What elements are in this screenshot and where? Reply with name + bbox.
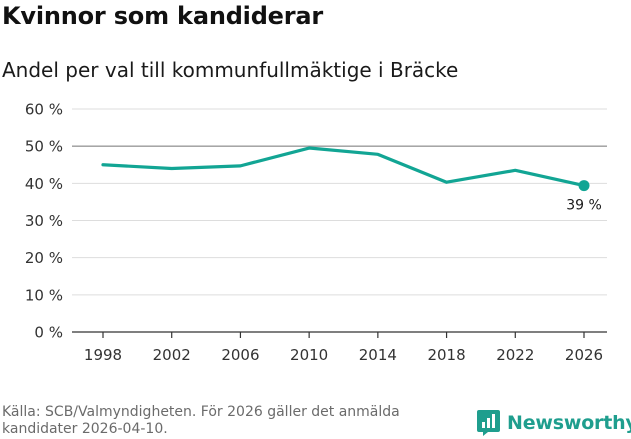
y-tick-label: 10 % [25,286,63,304]
line-chart: 0 % 10 % 20 % 30 % 40 % 50 % 60 % 1998 2002 2006 2… [25,101,607,364]
x-tick-label: 2018 [427,346,465,364]
y-tick-label: 60 % [25,101,63,119]
brand-logo[interactable]: Newsworthy [476,407,631,439]
y-tick-label: 30 % [25,212,63,230]
newsworthy-logo-icon [477,410,500,436]
x-tick-label: 1998 [84,346,122,364]
y-tick-label: 40 % [25,175,63,193]
y-tick-label: 0 % [34,324,63,342]
x-tick-label: 2010 [290,346,328,364]
x-tick-label: 2026 [565,346,603,364]
x-tick-label: 2022 [496,346,534,364]
x-tick-label: 2014 [359,346,397,364]
y-tick-label: 50 % [25,138,63,156]
x-tick-label: 2002 [153,346,191,364]
chart-title: Kvinnor som kandiderar [2,2,324,30]
last-point-label: 39 % [566,198,602,214]
last-data-point [578,180,590,192]
source-note: Källa: SCB/Valmyndigheten. För 2026 gäll… [2,404,400,437]
x-tick-label: 2006 [221,346,259,364]
series-line [101,146,586,188]
y-tick-label: 20 % [25,249,63,267]
chart-subtitle: Andel per val till kommunfullmäktige i B… [2,58,459,82]
brand-name: Newsworthy [507,412,631,434]
